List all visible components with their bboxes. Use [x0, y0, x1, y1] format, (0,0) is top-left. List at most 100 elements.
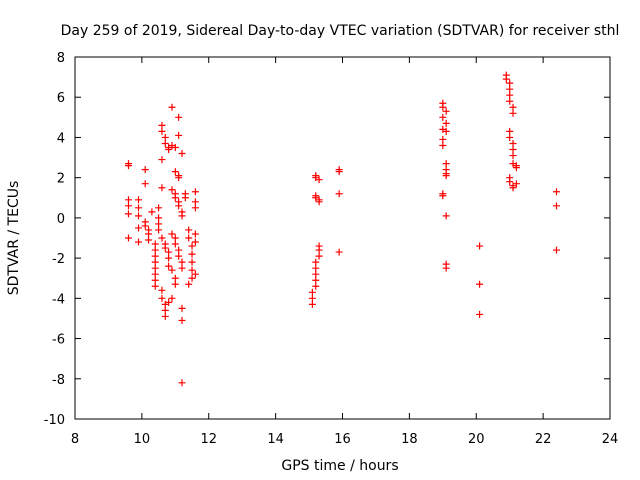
data-point — [151, 270, 159, 278]
data-point — [165, 254, 173, 262]
data-point — [135, 238, 143, 246]
data-point — [168, 186, 176, 194]
data-point — [178, 316, 186, 324]
data-point — [188, 274, 196, 282]
data-point — [512, 180, 520, 188]
data-point — [315, 198, 323, 206]
y-axis-label: SDTVAR / TECUs — [6, 181, 22, 296]
data-point — [308, 294, 316, 302]
data-point — [175, 202, 183, 210]
data-point — [171, 234, 179, 242]
data-point — [151, 252, 159, 260]
data-point — [442, 107, 450, 115]
data-point — [145, 236, 153, 244]
data-point — [191, 238, 199, 246]
data-point — [442, 160, 450, 168]
plot-frame — [74, 56, 611, 420]
data-point — [509, 152, 517, 160]
data-point — [312, 264, 320, 272]
data-point — [509, 103, 517, 111]
data-point — [141, 180, 149, 188]
data-point — [168, 230, 176, 238]
data-point — [439, 103, 447, 111]
data-point — [135, 224, 143, 232]
y-tick-label: -10 — [44, 413, 65, 428]
data-point — [553, 188, 560, 196]
data-point — [155, 226, 163, 234]
data-point — [312, 276, 320, 284]
data-point — [312, 258, 320, 266]
x-tick-label: 22 — [535, 432, 552, 447]
y-tick-label: -2 — [52, 252, 65, 267]
data-point — [178, 379, 186, 387]
data-series-sthl — [125, 71, 560, 387]
data-point — [509, 184, 517, 192]
data-point — [135, 204, 143, 212]
data-point — [476, 280, 484, 288]
x-tick-label: 12 — [200, 432, 217, 447]
data-point — [125, 162, 132, 170]
data-point — [191, 198, 199, 206]
data-point — [178, 258, 186, 266]
data-point — [175, 131, 183, 139]
data-point — [308, 300, 316, 308]
data-point — [171, 194, 179, 202]
y-axis: 8 6 4 2 0 -2 -4 -6 -8 -10 — [44, 51, 610, 428]
data-point — [145, 230, 153, 238]
data-point — [158, 156, 166, 164]
data-point — [439, 113, 447, 121]
data-point — [158, 121, 166, 129]
data-point — [158, 184, 166, 192]
data-point — [175, 174, 183, 182]
data-point — [315, 252, 323, 260]
data-point — [175, 113, 183, 121]
data-point — [439, 192, 447, 200]
y-tick-label: 0 — [57, 212, 65, 227]
data-point — [141, 222, 149, 230]
data-point — [171, 280, 179, 288]
data-point — [171, 274, 179, 282]
data-point — [161, 312, 169, 320]
data-point — [185, 280, 193, 288]
y-tick-label: -8 — [52, 373, 65, 388]
data-point — [178, 304, 186, 312]
data-point — [506, 79, 514, 87]
data-point — [509, 109, 517, 117]
data-point — [171, 144, 179, 151]
y-tick-label: -6 — [52, 333, 65, 348]
data-point — [506, 91, 514, 99]
data-point — [171, 168, 179, 176]
data-point — [188, 250, 196, 258]
data-point — [151, 246, 159, 254]
data-point — [165, 262, 173, 270]
data-point — [125, 202, 132, 210]
data-point — [165, 248, 173, 256]
data-point — [335, 190, 343, 198]
data-point — [191, 188, 199, 196]
x-tick-label: 18 — [401, 432, 418, 447]
data-point — [168, 266, 176, 274]
data-point — [135, 196, 143, 204]
y-tick-label: -4 — [52, 292, 65, 307]
data-point — [512, 162, 520, 170]
data-point — [442, 264, 450, 272]
data-point — [191, 230, 199, 238]
data-point — [148, 208, 156, 216]
data-point — [442, 119, 450, 127]
data-point — [188, 242, 196, 250]
y-tick-label: 2 — [57, 172, 65, 187]
data-point — [188, 266, 196, 274]
data-point — [125, 210, 132, 218]
data-point — [442, 127, 450, 135]
data-point — [442, 172, 450, 180]
x-axis-label: GPS time / hours — [281, 458, 398, 474]
x-tick-label: 8 — [71, 432, 79, 447]
x-tick-label: 16 — [334, 432, 351, 447]
data-point — [165, 298, 173, 306]
data-point — [553, 202, 560, 210]
data-point — [168, 294, 176, 302]
data-point — [178, 212, 186, 220]
data-point — [312, 270, 320, 278]
y-tick-label: 4 — [57, 131, 65, 146]
